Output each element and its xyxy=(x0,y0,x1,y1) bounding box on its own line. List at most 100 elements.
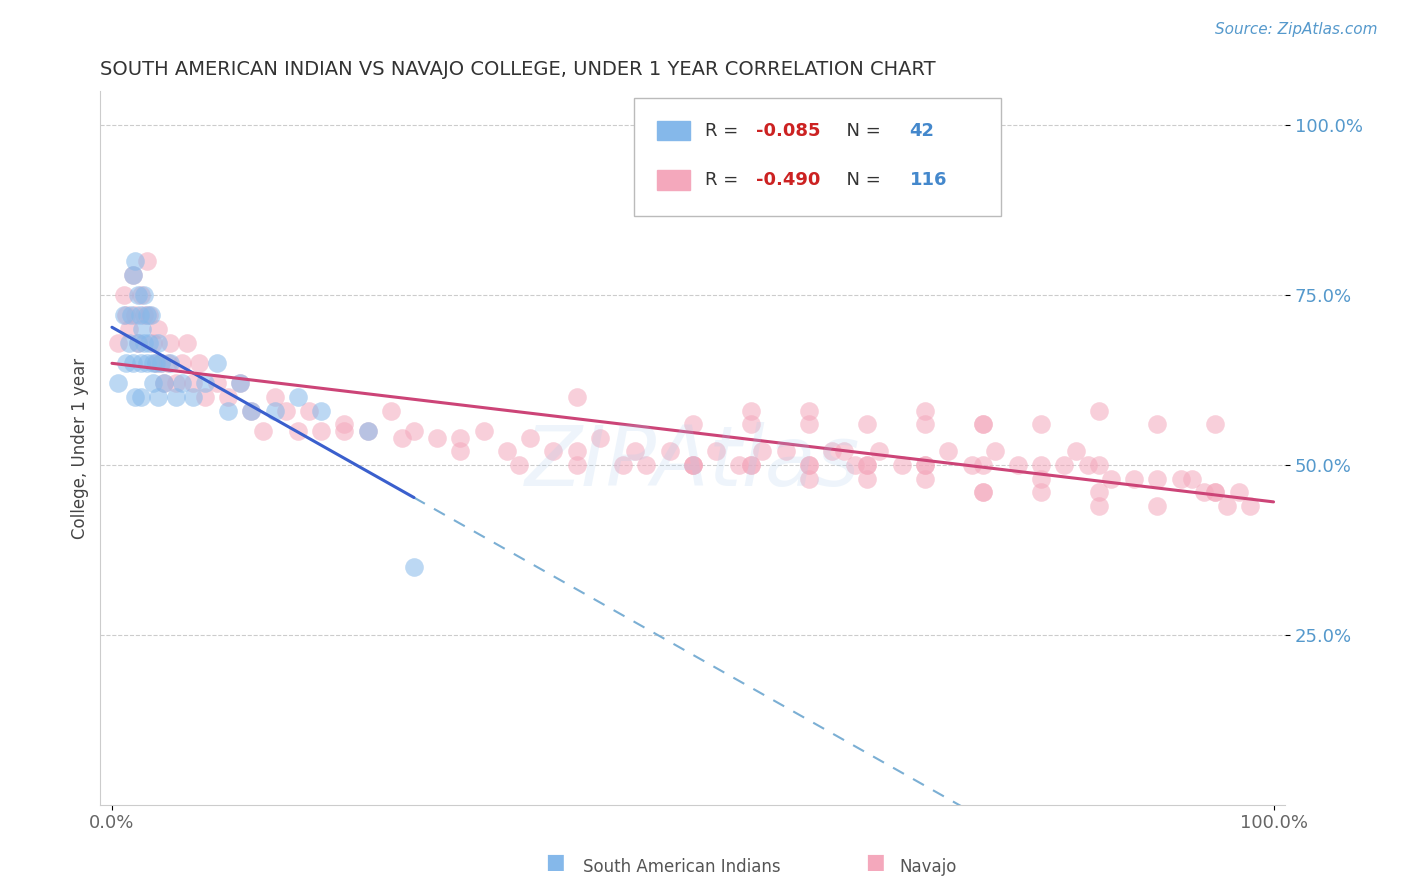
Point xyxy=(740,458,762,472)
Point xyxy=(120,309,142,323)
Point xyxy=(356,424,378,438)
Text: -0.085: -0.085 xyxy=(755,121,820,139)
Point xyxy=(134,288,156,302)
Point xyxy=(1099,471,1122,485)
Point xyxy=(936,444,959,458)
Point xyxy=(333,417,356,432)
Point xyxy=(1088,403,1111,417)
Point xyxy=(148,390,170,404)
Point xyxy=(972,485,994,500)
Point xyxy=(124,390,146,404)
Bar xyxy=(657,170,690,190)
Point xyxy=(508,458,530,472)
Point xyxy=(449,444,471,458)
Point xyxy=(890,458,912,472)
Point xyxy=(176,335,198,350)
Point xyxy=(229,376,252,391)
Point xyxy=(1239,499,1261,513)
Point xyxy=(112,309,135,323)
Point xyxy=(122,268,145,282)
Point xyxy=(149,356,172,370)
Point xyxy=(229,376,252,391)
Point xyxy=(972,485,994,500)
Y-axis label: College, Under 1 year: College, Under 1 year xyxy=(72,358,89,539)
Point xyxy=(107,376,129,391)
Point xyxy=(148,322,170,336)
Point xyxy=(181,376,204,391)
Point xyxy=(1204,485,1226,500)
Text: Navajo: Navajo xyxy=(900,858,957,876)
Point xyxy=(309,424,332,438)
Point xyxy=(205,376,228,391)
Point xyxy=(682,417,704,432)
Point xyxy=(751,444,773,458)
Text: -0.490: -0.490 xyxy=(755,171,820,189)
FancyBboxPatch shape xyxy=(634,98,1001,216)
Point xyxy=(240,403,263,417)
Text: Source: ZipAtlas.com: Source: ZipAtlas.com xyxy=(1215,22,1378,37)
Point xyxy=(728,458,751,472)
Point xyxy=(1192,485,1215,500)
Point xyxy=(127,335,149,350)
Text: 42: 42 xyxy=(910,121,935,139)
Point xyxy=(1146,499,1168,513)
Point xyxy=(844,458,866,472)
Point xyxy=(1088,485,1111,500)
Point xyxy=(1146,417,1168,432)
Point xyxy=(141,309,163,323)
Point xyxy=(142,356,165,370)
Point xyxy=(391,431,413,445)
Point xyxy=(252,424,274,438)
Point xyxy=(1007,458,1029,472)
Point xyxy=(914,417,936,432)
Point xyxy=(832,444,855,458)
Point xyxy=(797,403,820,417)
Point xyxy=(658,444,681,458)
Point xyxy=(124,254,146,268)
Point xyxy=(129,288,152,302)
Point xyxy=(134,309,156,323)
Point xyxy=(134,335,156,350)
Point xyxy=(240,403,263,417)
Point xyxy=(623,444,645,458)
Point xyxy=(1031,458,1053,472)
Text: ■: ■ xyxy=(865,853,884,872)
Point xyxy=(1088,499,1111,513)
Point xyxy=(589,431,612,445)
Point xyxy=(972,417,994,432)
Point xyxy=(181,390,204,404)
Point xyxy=(194,376,217,391)
Point xyxy=(449,431,471,445)
Point xyxy=(426,431,449,445)
Point xyxy=(914,458,936,472)
Point xyxy=(122,268,145,282)
Point xyxy=(960,458,983,472)
Point xyxy=(856,458,879,472)
Point xyxy=(145,356,167,370)
Point xyxy=(565,444,588,458)
Point xyxy=(153,376,176,391)
Point xyxy=(682,458,704,472)
Point xyxy=(145,356,167,370)
Point xyxy=(682,458,704,472)
Point xyxy=(1031,471,1053,485)
Point xyxy=(856,471,879,485)
Point xyxy=(124,309,146,323)
Point xyxy=(165,390,187,404)
Point xyxy=(205,356,228,370)
Point xyxy=(704,444,727,458)
Point xyxy=(118,335,141,350)
Text: R =: R = xyxy=(704,171,744,189)
Point xyxy=(118,322,141,336)
Point xyxy=(142,335,165,350)
Point xyxy=(496,444,519,458)
Point xyxy=(148,335,170,350)
Text: N =: N = xyxy=(835,171,886,189)
Point xyxy=(149,356,172,370)
Point xyxy=(797,471,820,485)
Point xyxy=(1123,471,1146,485)
Text: ■: ■ xyxy=(546,853,565,872)
Point xyxy=(1077,458,1099,472)
Point xyxy=(217,403,239,417)
Point xyxy=(135,356,157,370)
